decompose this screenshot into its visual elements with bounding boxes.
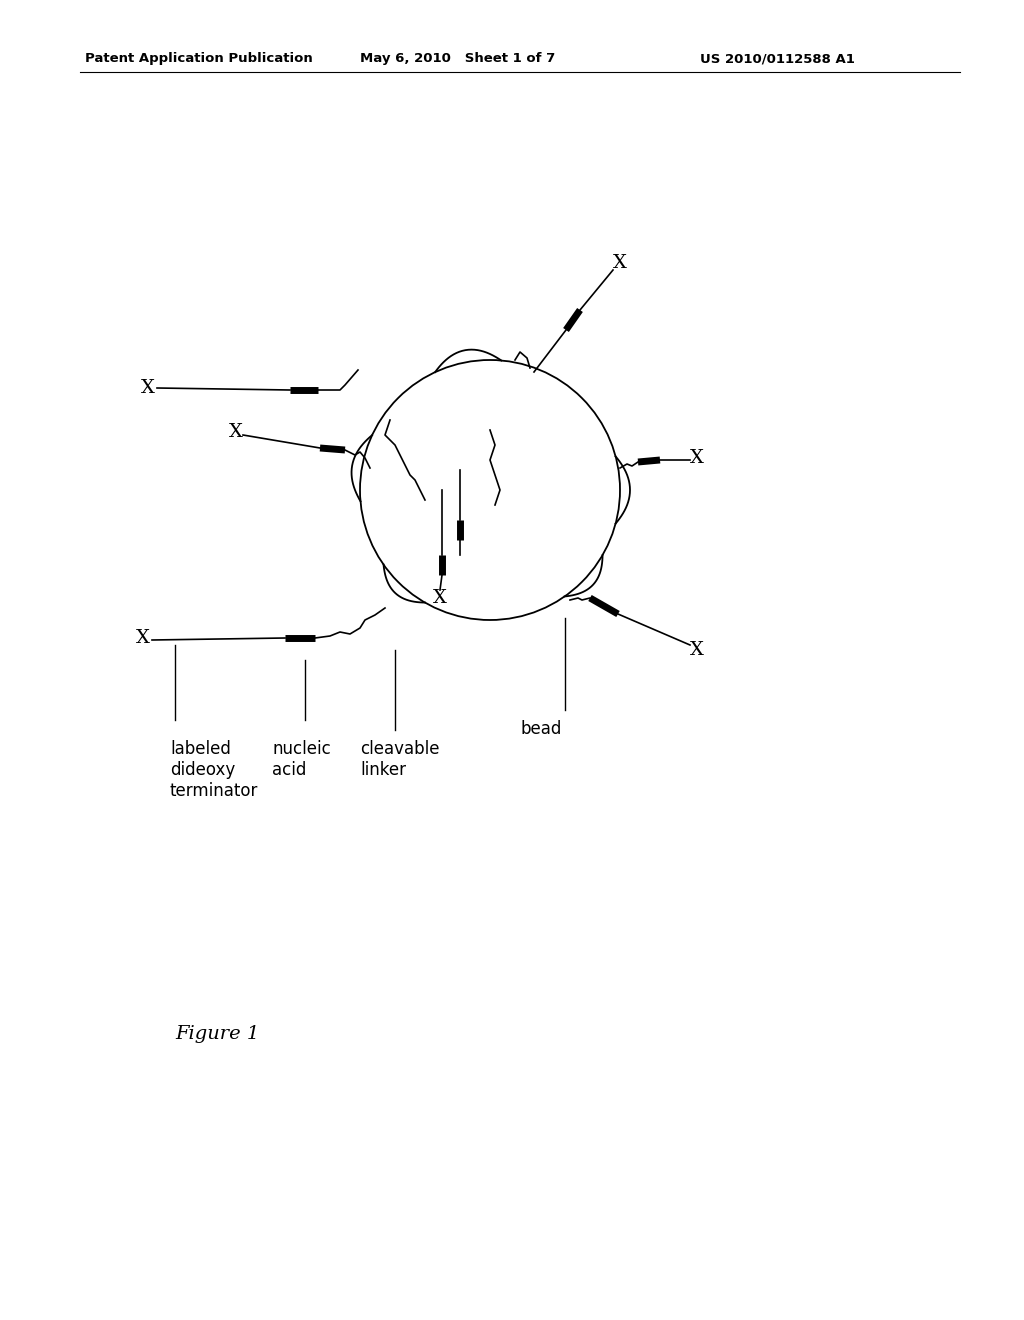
Text: bead: bead xyxy=(520,719,561,738)
Text: X: X xyxy=(690,449,703,467)
Text: May 6, 2010   Sheet 1 of 7: May 6, 2010 Sheet 1 of 7 xyxy=(360,51,555,65)
Text: X: X xyxy=(690,642,703,659)
Text: X: X xyxy=(136,630,150,647)
Text: nucleic
acid: nucleic acid xyxy=(272,741,331,779)
Text: X: X xyxy=(141,379,155,397)
Text: X: X xyxy=(229,422,243,441)
Text: US 2010/0112588 A1: US 2010/0112588 A1 xyxy=(700,51,855,65)
Text: labeled
dideoxy
terminator: labeled dideoxy terminator xyxy=(170,741,258,800)
Text: X: X xyxy=(613,253,627,272)
Text: X: X xyxy=(433,589,446,607)
Text: Patent Application Publication: Patent Application Publication xyxy=(85,51,312,65)
Text: Figure 1: Figure 1 xyxy=(175,1026,259,1043)
Text: cleavable
linker: cleavable linker xyxy=(360,741,439,779)
